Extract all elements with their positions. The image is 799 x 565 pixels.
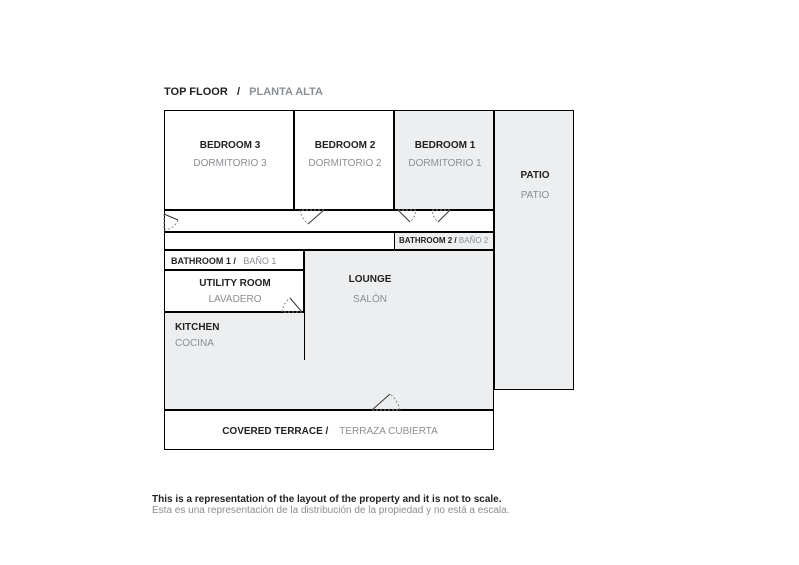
room-patio: PATIO PATIO xyxy=(494,110,574,390)
room-bathroom2: BATHROOM 2 / BAÑO 2 xyxy=(394,232,494,250)
label-lounge-en: LOUNGE xyxy=(305,273,435,287)
room-bathroom1: BATHROOM 1 / BAÑO 1 xyxy=(164,250,304,270)
label-terrace-es: TERRAZA CUBIERTA xyxy=(339,426,438,437)
label-bedroom3-en: BEDROOM 3 xyxy=(175,139,285,153)
label-patio-en: PATIO xyxy=(495,169,575,183)
label-patio-es: PATIO xyxy=(495,189,575,203)
label-bedroom2-en: BEDROOM 2 xyxy=(295,139,395,153)
label-bathroom1-en: BATHROOM 1 / xyxy=(171,256,236,266)
floor-title: TOP FLOOR / PLANTA ALTA xyxy=(164,86,323,98)
seam-cover-kitchen xyxy=(165,359,304,361)
hall-below xyxy=(164,232,394,250)
room-lounge-ext xyxy=(164,360,494,410)
label-bathroom2-en: BATHROOM 2 / xyxy=(399,236,457,245)
room-lounge: LOUNGE SALÓN xyxy=(304,250,494,360)
footer-es: Esta es una representación de la distrib… xyxy=(152,505,509,516)
room-hallway xyxy=(164,210,494,232)
floor-title-es: PLANTA ALTA xyxy=(249,86,323,98)
room-bedroom3: BEDROOM 3 DORMITORIO 3 xyxy=(164,110,294,210)
label-bedroom1-es: DORMITORIO 1 xyxy=(395,157,495,171)
label-bathroom1-es: BAÑO 1 xyxy=(243,256,276,266)
label-bedroom2-es: DORMITORIO 2 xyxy=(295,157,395,171)
room-kitchen: KITCHEN COCINA xyxy=(164,312,304,360)
floorplan-canvas: TOP FLOOR / PLANTA ALTA BEDROOM 3 DORMIT… xyxy=(0,0,799,565)
footer-en: This is a representation of the layout o… xyxy=(152,494,509,505)
label-kitchen-es: COCINA xyxy=(175,337,219,351)
label-lounge-es: SALÓN xyxy=(305,293,435,307)
floor-title-en: TOP FLOOR xyxy=(164,86,228,98)
room-utility: UTILITY ROOM LAVADERO xyxy=(164,270,304,312)
seam-cover-lounge xyxy=(305,359,493,361)
label-utility-es: LAVADERO xyxy=(165,293,305,307)
room-bedroom2: BEDROOM 2 DORMITORIO 2 xyxy=(294,110,394,210)
floor-title-sep: / xyxy=(231,86,246,98)
label-kitchen-en: KITCHEN xyxy=(175,321,219,335)
room-bedroom1: BEDROOM 1 DORMITORIO 1 xyxy=(394,110,494,210)
footer-note: This is a representation of the layout o… xyxy=(152,494,509,516)
label-bedroom1-en: BEDROOM 1 xyxy=(395,139,495,153)
label-bedroom3-es: DORMITORIO 3 xyxy=(175,157,285,171)
label-bathroom2-es: BAÑO 2 xyxy=(459,236,488,245)
label-utility-en: UTILITY ROOM xyxy=(165,277,305,291)
room-terrace: COVERED TERRACE / TERRAZA CUBIERTA xyxy=(164,410,494,450)
label-terrace-en: COVERED TERRACE / xyxy=(222,426,328,437)
